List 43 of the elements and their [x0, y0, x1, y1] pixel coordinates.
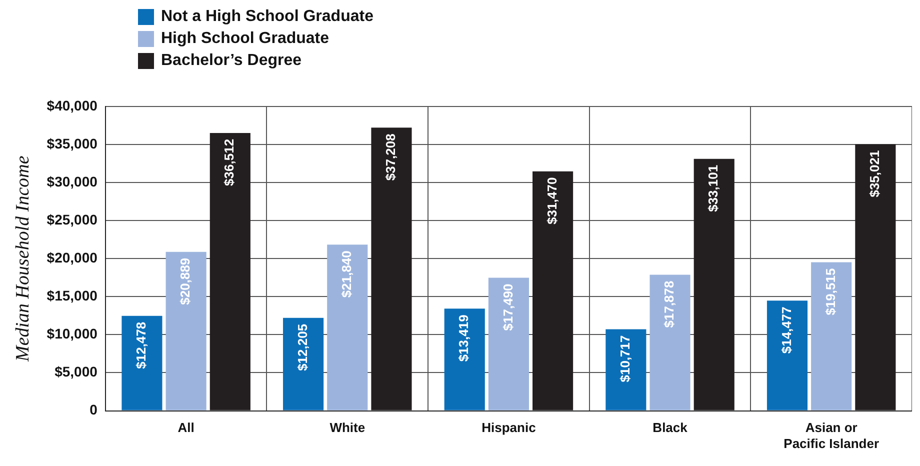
- legend-label: High School Graduate: [161, 30, 330, 48]
- y-tick-label: $5,000: [54, 364, 98, 380]
- x-tick-label: All: [178, 420, 194, 436]
- data-label: $14,477: [778, 306, 794, 354]
- y-tick-label: $40,000: [46, 97, 98, 114]
- bar: [444, 308, 485, 410]
- y-tick-label: $20,000: [46, 249, 98, 266]
- y-tick-label: $10,000: [46, 326, 98, 342]
- data-label: $17,490: [500, 284, 516, 331]
- bar: [488, 278, 529, 410]
- x-tick-label: Black: [652, 420, 688, 436]
- data-label: $13,419: [456, 314, 472, 362]
- y-tick-label: 0: [90, 402, 98, 418]
- data-label: $12,205: [294, 324, 310, 371]
- data-label: $12,478: [134, 322, 149, 369]
- y-axis-title: Median Household Income: [12, 156, 34, 362]
- x-tick-label: White: [330, 420, 366, 436]
- y-tick-label: $15,000: [46, 288, 98, 304]
- y-tick-label: $25,000: [46, 211, 98, 228]
- bar: [327, 244, 368, 410]
- data-label: $10,717: [618, 335, 633, 382]
- data-label: $35,021: [867, 150, 882, 198]
- data-label: $33,101: [706, 164, 721, 212]
- data-label: $20,889: [178, 258, 193, 305]
- bar: [606, 329, 646, 410]
- bar: [122, 316, 162, 410]
- data-label: $36,512: [222, 138, 237, 186]
- x-tick-label: Asian or Pacific Islander: [784, 420, 880, 451]
- data-label: $31,470: [544, 177, 560, 224]
- bar: [283, 318, 324, 410]
- data-label: $19,515: [822, 268, 838, 316]
- bar: [766, 300, 808, 410]
- bar: [811, 262, 852, 410]
- y-tick-label: $30,000: [46, 173, 98, 190]
- data-label: $37,208: [383, 134, 398, 181]
- bar: [650, 274, 690, 410]
- data-label: $21,840: [338, 250, 354, 298]
- legend-label: Not a High School Graduate: [161, 8, 374, 26]
- x-tick-label: Hispanic: [482, 420, 536, 436]
- legend-label: Bachelor’s Degree: [161, 52, 302, 70]
- bar: [166, 252, 206, 410]
- data-label: $17,878: [662, 280, 677, 328]
- y-tick-label: $35,000: [46, 135, 98, 152]
